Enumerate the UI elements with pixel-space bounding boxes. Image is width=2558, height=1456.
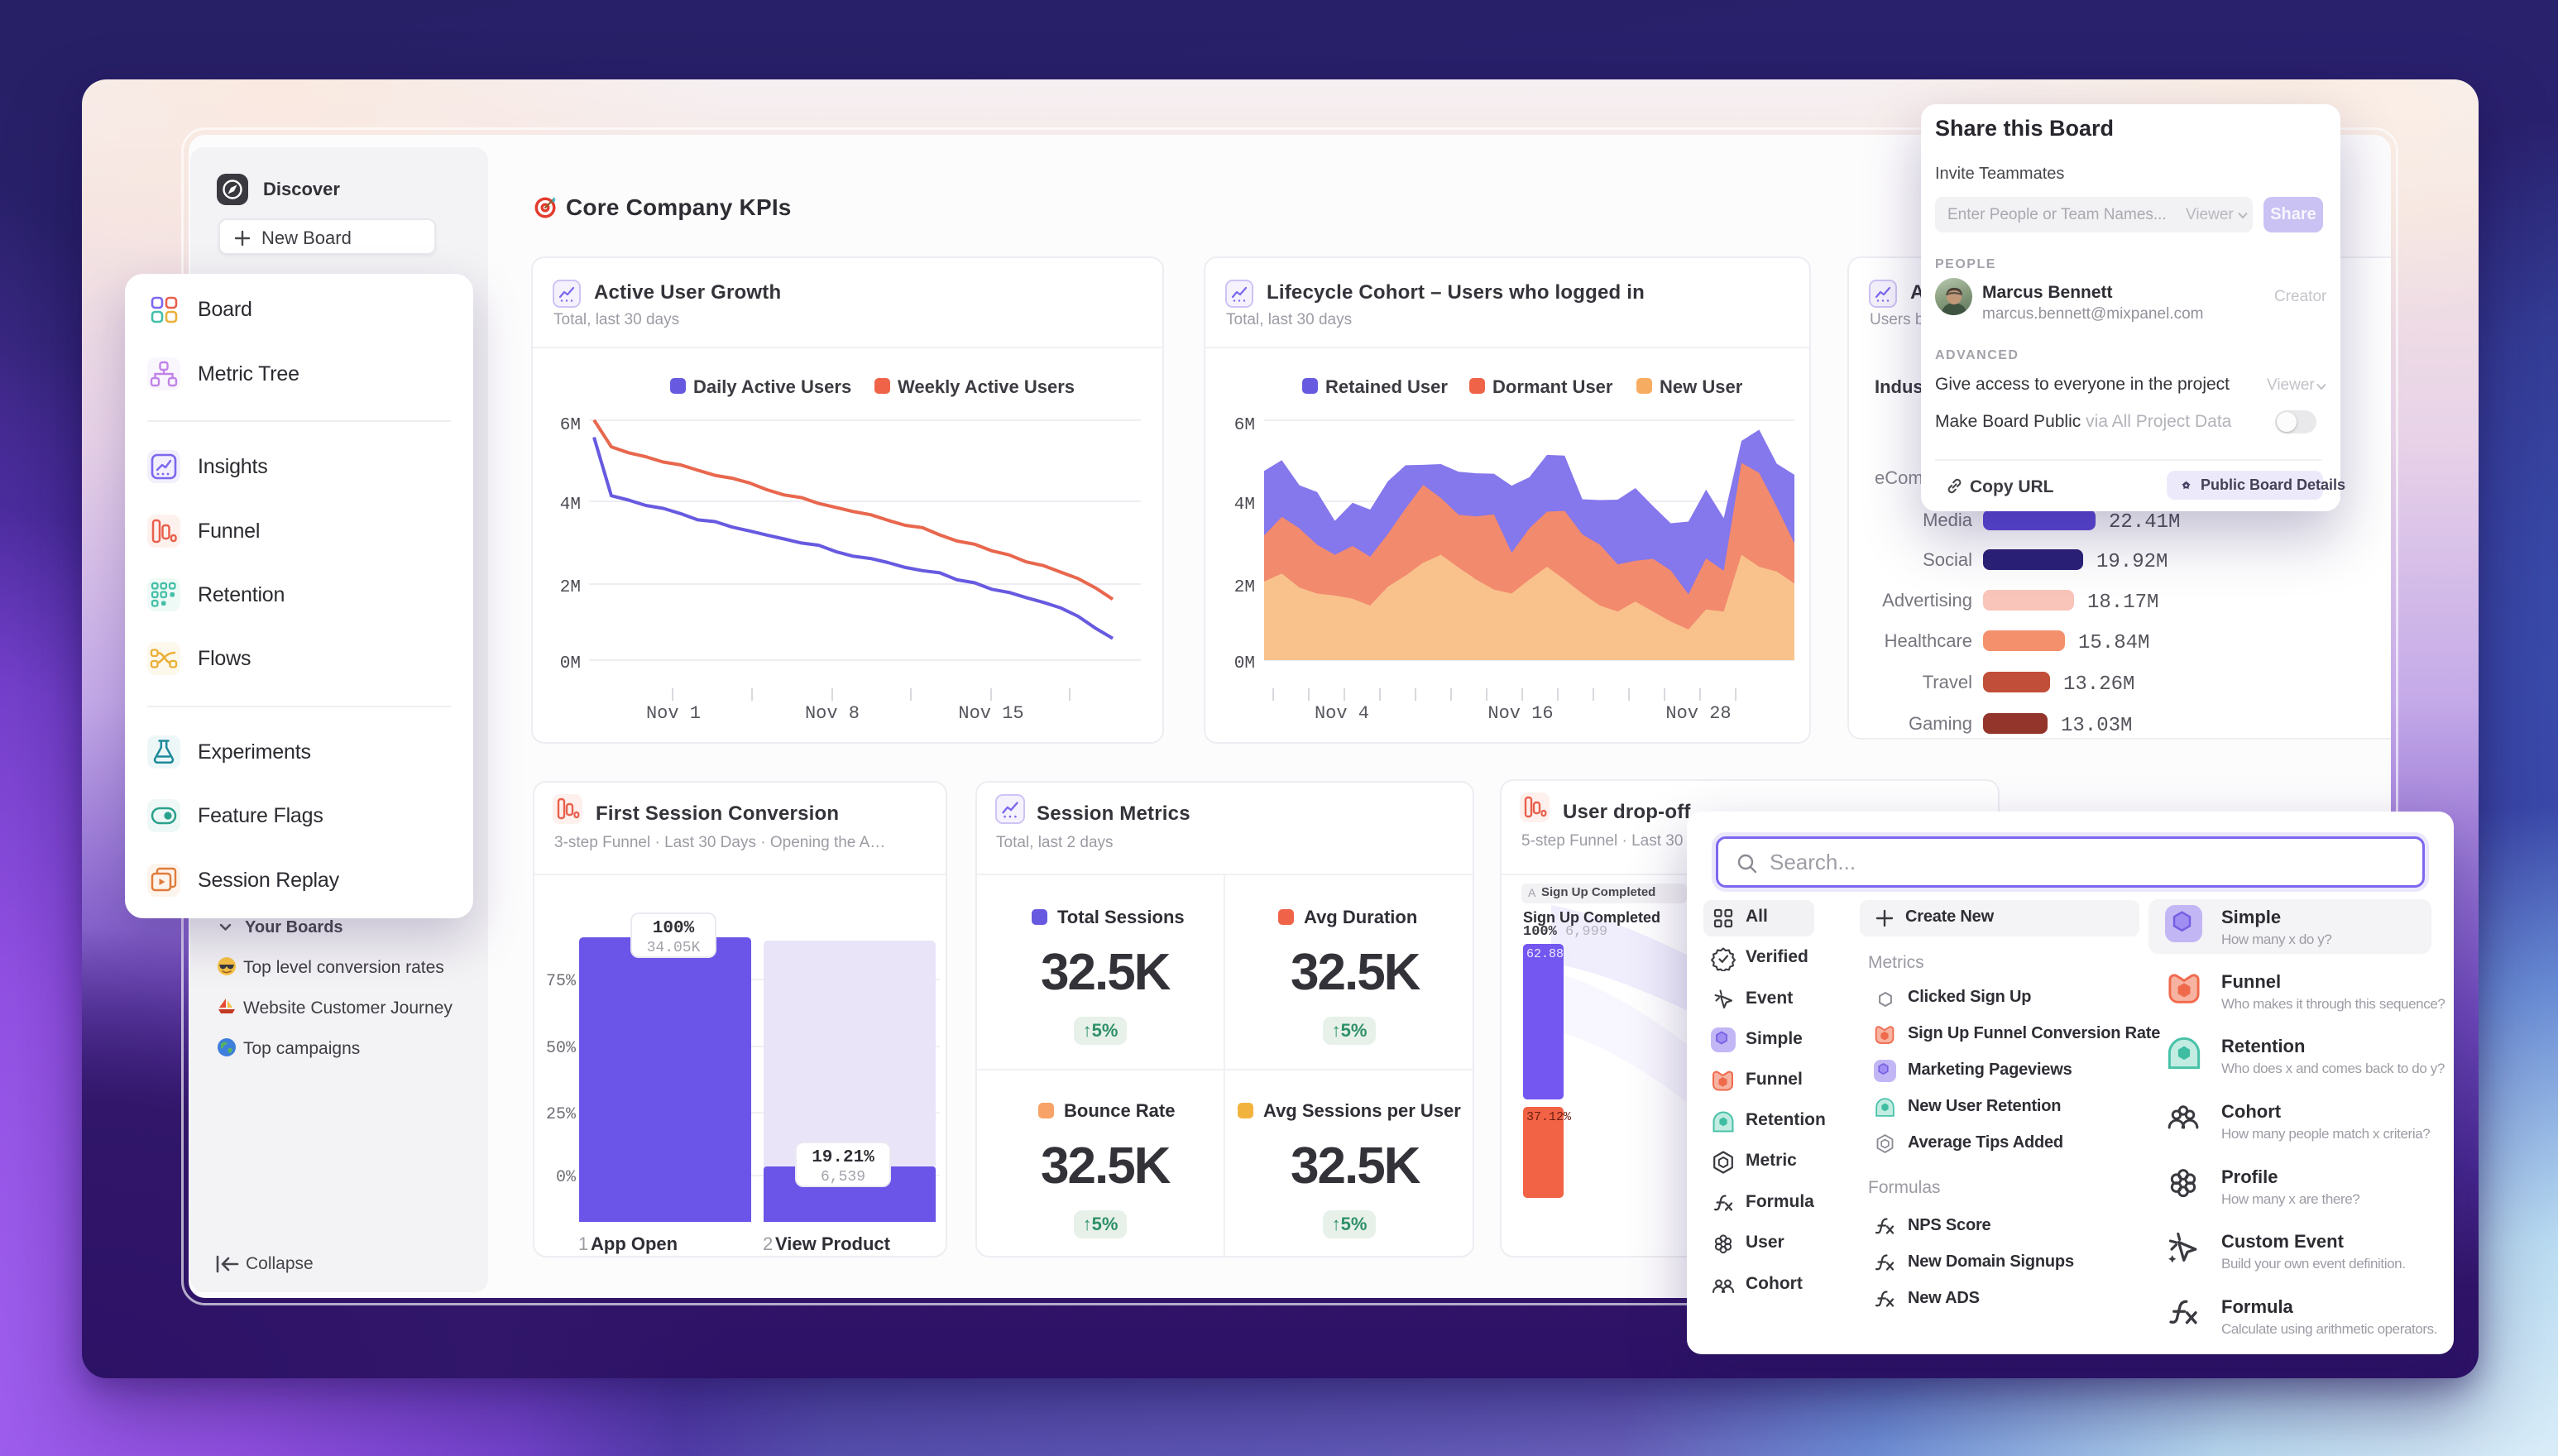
svg-text:22.41M: 22.41M [2109,511,2180,534]
svg-text:19.92M: 19.92M [2096,551,2168,573]
svg-text:Nov 15: Nov 15 [958,703,1023,724]
svg-text:Media: Media [1923,510,1973,530]
svg-text:Daily Active Users: Daily Active Users [693,376,851,397]
svg-text:Travel: Travel [1923,672,1972,692]
svg-text:Retained User: Retained User [1325,376,1448,397]
svg-text:6M: 6M [560,416,581,435]
svg-text:Nov 4: Nov 4 [1315,703,1369,724]
svg-text:19.21%: 19.21% [812,1148,874,1167]
svg-text:New User: New User [1660,376,1743,397]
svg-text:34.05K: 34.05K [647,940,701,956]
svg-text:13.26M: 13.26M [2063,673,2134,696]
svg-text:Nov 1: Nov 1 [646,703,701,724]
svg-text:Nov 16: Nov 16 [1487,703,1553,724]
svg-text:6M: 6M [1234,416,1255,435]
svg-text:Healthcare: Healthcare [1885,630,1972,651]
svg-text:2: 2 [763,1233,773,1254]
svg-text:25%: 25% [546,1105,577,1124]
svg-text:Dormant User: Dormant User [1492,376,1613,397]
svg-text:Social: Social [1923,549,1972,570]
svg-text:Gaming: Gaming [1909,713,1972,734]
svg-text:App Open: App Open [591,1233,678,1254]
svg-text:4M: 4M [560,496,581,515]
svg-text:0M: 0M [1234,654,1255,673]
svg-text:0M: 0M [560,654,581,673]
svg-text:Nov 8: Nov 8 [805,703,860,724]
svg-text:1: 1 [578,1233,588,1254]
svg-text:Nov 28: Nov 28 [1665,703,1731,724]
svg-text:Advertising: Advertising [1882,590,1972,611]
svg-text:75%: 75% [546,972,577,991]
svg-text:15.84M: 15.84M [2078,632,2149,654]
svg-text:Weekly Active Users: Weekly Active Users [898,376,1075,397]
svg-text:13.03M: 13.03M [2061,715,2132,737]
svg-text:50%: 50% [546,1039,577,1058]
svg-text:6,539: 6,539 [821,1169,865,1185]
svg-text:View Product: View Product [775,1233,891,1254]
svg-text:100%: 100% [653,919,695,938]
svg-text:0%: 0% [556,1168,577,1187]
svg-text:2M: 2M [560,578,581,597]
svg-text:2M: 2M [1234,578,1255,597]
svg-text:4M: 4M [1234,496,1255,515]
svg-text:18.17M: 18.17M [2087,592,2158,614]
